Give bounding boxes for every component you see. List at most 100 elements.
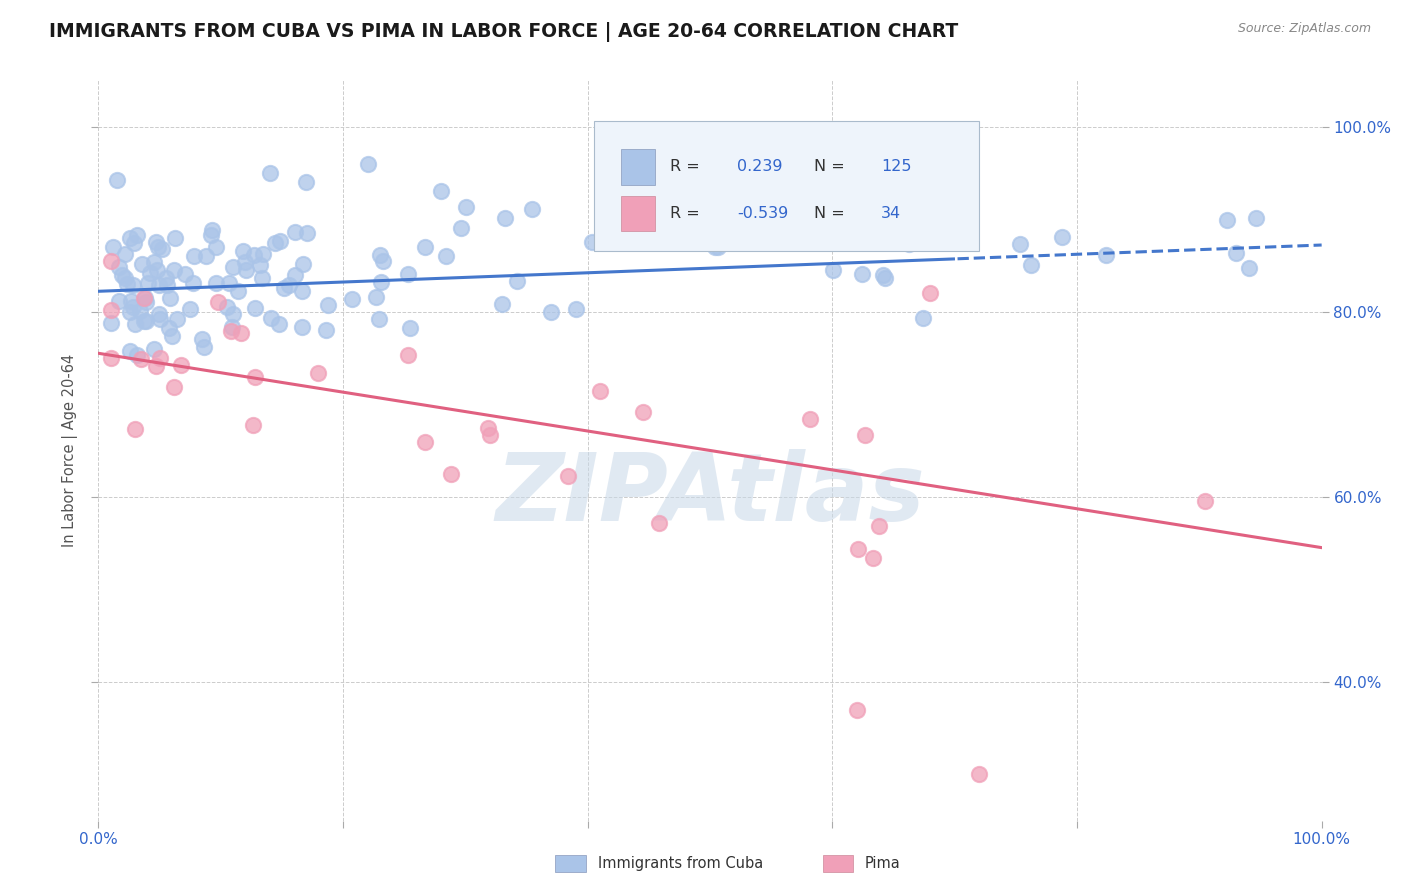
Point bbox=[148, 312, 170, 326]
Point bbox=[456, 200, 478, 214]
Point bbox=[222, 307, 245, 321]
Point bbox=[146, 240, 169, 254]
Point bbox=[219, 324, 242, 338]
Text: 0.239: 0.239 bbox=[737, 160, 783, 175]
Point bbox=[132, 313, 155, 327]
Point bbox=[120, 343, 142, 358]
Point bbox=[366, 290, 388, 304]
Point bbox=[477, 421, 499, 435]
Point bbox=[132, 291, 155, 305]
Point bbox=[252, 246, 274, 260]
Point bbox=[647, 516, 669, 531]
Point bbox=[115, 277, 138, 291]
Point bbox=[135, 314, 157, 328]
Text: Immigrants from Cuba: Immigrants from Cuba bbox=[598, 856, 763, 871]
Point bbox=[1050, 230, 1073, 244]
Point bbox=[478, 427, 501, 442]
Point bbox=[127, 228, 149, 243]
Point bbox=[242, 418, 264, 433]
Point bbox=[707, 240, 730, 254]
Point bbox=[160, 329, 183, 343]
Point bbox=[231, 326, 253, 340]
Point bbox=[890, 219, 912, 233]
Point bbox=[491, 297, 513, 311]
Point bbox=[100, 254, 122, 268]
Point bbox=[226, 284, 249, 298]
Point bbox=[163, 263, 186, 277]
Point bbox=[135, 294, 157, 309]
Point bbox=[413, 434, 436, 449]
Point bbox=[845, 703, 868, 717]
Point bbox=[183, 249, 205, 263]
Point bbox=[156, 278, 179, 293]
Point bbox=[1019, 258, 1042, 272]
Point bbox=[235, 263, 257, 277]
Point bbox=[872, 268, 894, 282]
Point bbox=[163, 231, 186, 245]
Point bbox=[967, 767, 990, 781]
Text: Pima: Pima bbox=[865, 856, 900, 871]
Point bbox=[179, 302, 201, 317]
Point bbox=[127, 349, 149, 363]
Point bbox=[875, 271, 897, 285]
Point bbox=[565, 301, 588, 316]
Point bbox=[217, 300, 239, 314]
Point bbox=[155, 271, 177, 285]
FancyBboxPatch shape bbox=[620, 149, 655, 185]
Point bbox=[122, 277, 145, 292]
Text: 34: 34 bbox=[882, 206, 901, 221]
Point bbox=[898, 237, 921, 252]
Point bbox=[143, 342, 166, 356]
Point bbox=[194, 249, 217, 263]
Point bbox=[263, 236, 285, 251]
Point bbox=[124, 317, 146, 331]
Point bbox=[149, 351, 172, 365]
Point bbox=[260, 310, 283, 325]
Point bbox=[1010, 237, 1032, 252]
Y-axis label: In Labor Force | Age 20-64: In Labor Force | Age 20-64 bbox=[62, 354, 79, 547]
Point bbox=[157, 321, 180, 335]
Point bbox=[243, 301, 266, 315]
Point bbox=[100, 316, 122, 330]
Point bbox=[1244, 211, 1267, 225]
Point bbox=[291, 257, 314, 271]
Point bbox=[221, 260, 243, 275]
Point bbox=[297, 226, 319, 240]
Point bbox=[232, 244, 254, 259]
Point bbox=[145, 235, 167, 249]
Point bbox=[846, 541, 869, 556]
Point bbox=[193, 340, 215, 354]
Point bbox=[413, 240, 436, 254]
Point bbox=[633, 172, 655, 186]
Point bbox=[633, 405, 655, 419]
Point bbox=[252, 270, 274, 285]
FancyBboxPatch shape bbox=[620, 195, 655, 231]
Point bbox=[204, 240, 226, 254]
Point bbox=[589, 384, 612, 399]
Point bbox=[129, 352, 152, 367]
Point bbox=[540, 304, 562, 318]
Point bbox=[191, 333, 214, 347]
Point bbox=[291, 319, 314, 334]
Point bbox=[1237, 261, 1260, 276]
Point bbox=[273, 281, 295, 295]
Point bbox=[174, 267, 197, 281]
Point bbox=[295, 175, 318, 189]
Point bbox=[269, 234, 291, 248]
Point bbox=[494, 211, 516, 225]
Point bbox=[118, 305, 141, 319]
Point bbox=[267, 317, 290, 331]
Point bbox=[150, 242, 173, 256]
Point bbox=[356, 156, 378, 170]
Point bbox=[101, 240, 124, 254]
Point bbox=[124, 422, 146, 436]
Point bbox=[169, 358, 191, 372]
Point bbox=[131, 257, 153, 271]
Point bbox=[259, 166, 281, 180]
FancyBboxPatch shape bbox=[593, 121, 979, 251]
Point bbox=[235, 255, 257, 269]
Point bbox=[1194, 494, 1216, 508]
Point bbox=[100, 303, 122, 318]
Point bbox=[1216, 213, 1239, 227]
Text: IMMIGRANTS FROM CUBA VS PIMA IN LABOR FORCE | AGE 20-64 CORRELATION CHART: IMMIGRANTS FROM CUBA VS PIMA IN LABOR FO… bbox=[49, 22, 959, 42]
